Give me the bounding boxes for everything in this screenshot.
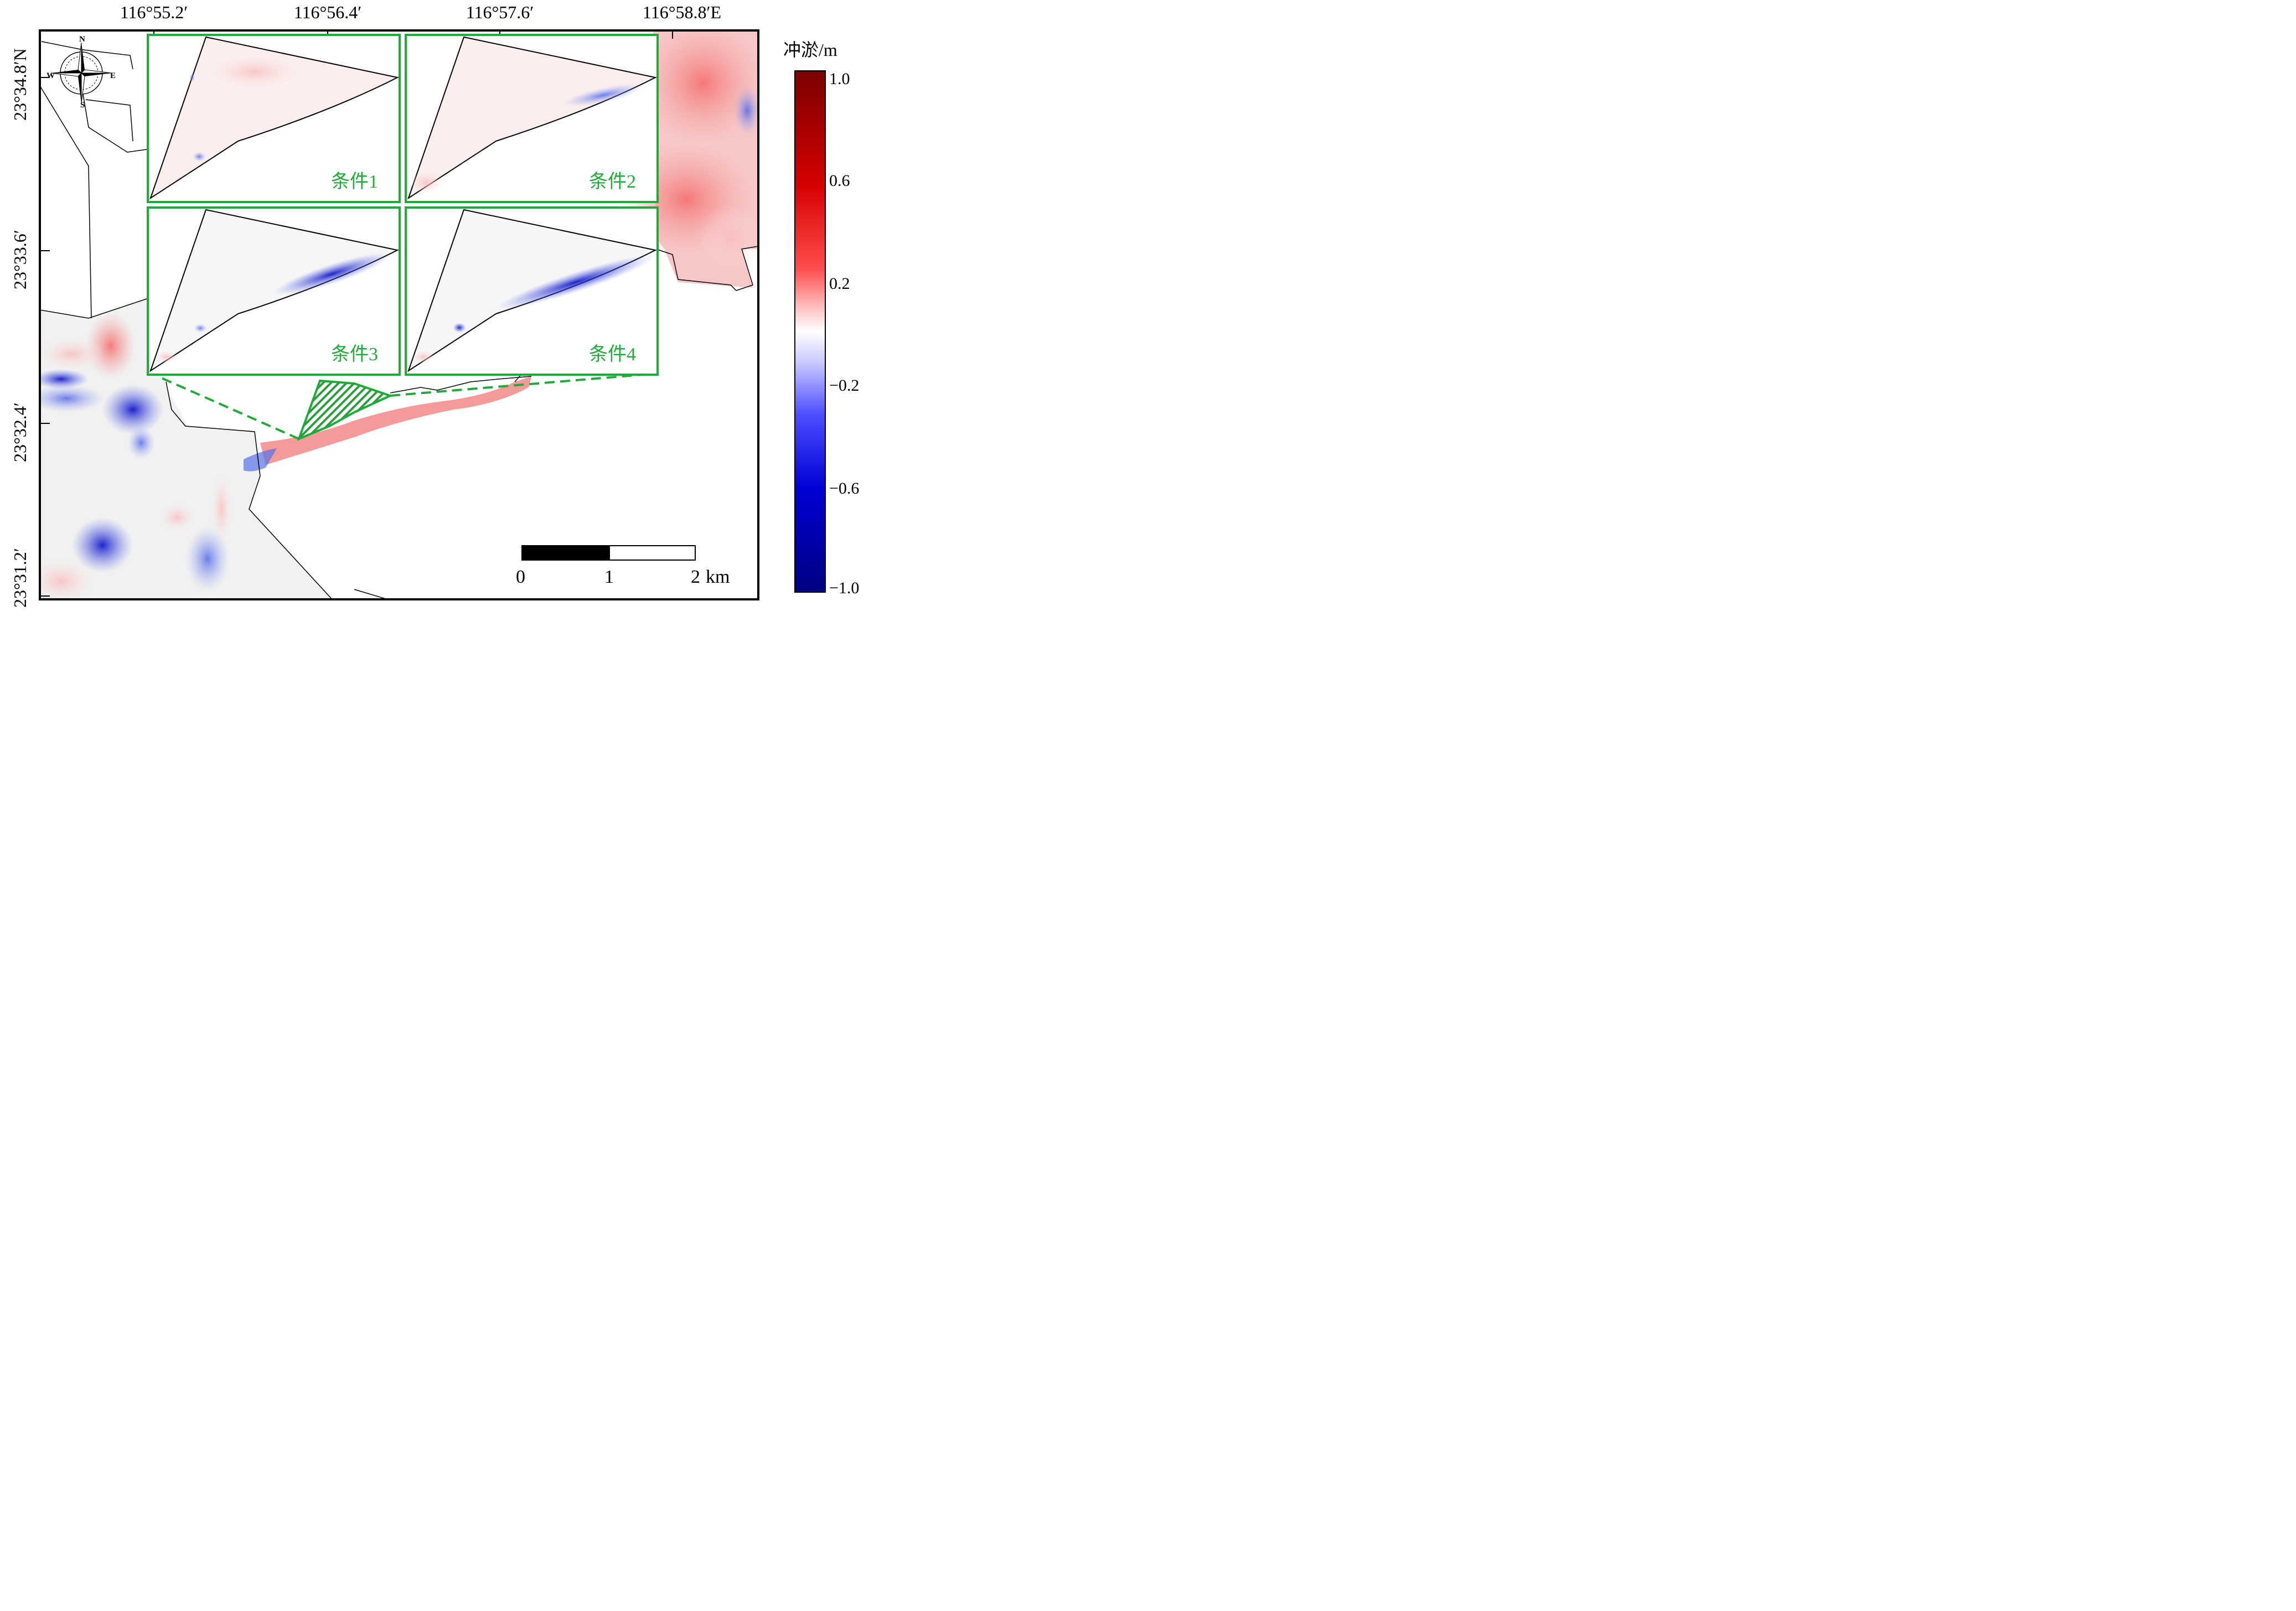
- scale-bar: [521, 545, 696, 561]
- lon-label-3: 116°57.6′: [466, 2, 534, 22]
- inset-label-4: 条件4: [589, 344, 636, 365]
- colorbar-tick-6: −1.0: [829, 579, 860, 597]
- lon-label-2: 116°56.4′: [293, 2, 362, 22]
- lat-label-2: 23°33.6′: [10, 230, 30, 289]
- lat-label-1: 23°34.8′N: [10, 48, 30, 121]
- inset-1: [147, 34, 401, 203]
- inset-label-1: 条件1: [331, 172, 378, 192]
- inset-2: [405, 34, 659, 203]
- compass-e: E: [110, 71, 116, 80]
- inset-panels: [147, 34, 659, 376]
- inset-4: [405, 206, 659, 376]
- compass-w: W: [46, 71, 55, 80]
- colorbar-tick-3: 0.2: [829, 274, 850, 293]
- inset-label-2: 条件2: [589, 172, 636, 192]
- lon-label-1: 116°55.2′: [120, 2, 188, 22]
- inset-3: [147, 206, 401, 376]
- colorbar-tick-5: −0.6: [829, 479, 860, 498]
- map-frame: [39, 29, 759, 600]
- compass-s: S: [80, 101, 85, 110]
- scalebar-label-2: 2: [691, 567, 700, 587]
- lat-label-3: 23°32.4′: [10, 402, 30, 462]
- colorbar-tick-2: 0.6: [829, 172, 850, 190]
- lat-label-4: 23°31.2′: [10, 548, 30, 608]
- lon-label-4: 116°58.8′E: [642, 2, 722, 22]
- colorbar-title: 冲淤/m: [783, 40, 837, 60]
- inset-label-3: 条件3: [331, 344, 378, 365]
- compass-n: N: [79, 35, 85, 44]
- colorbar: [794, 70, 826, 593]
- scalebar-unit: km: [706, 567, 730, 587]
- map-figure: [39, 29, 826, 600]
- scalebar-label-1: 1: [604, 567, 614, 587]
- compass-rose-icon: [50, 42, 112, 104]
- colorbar-tick-4: −0.2: [829, 376, 860, 395]
- scalebar-label-0: 0: [516, 567, 525, 587]
- colorbar-tick-1: 1.0: [829, 70, 850, 88]
